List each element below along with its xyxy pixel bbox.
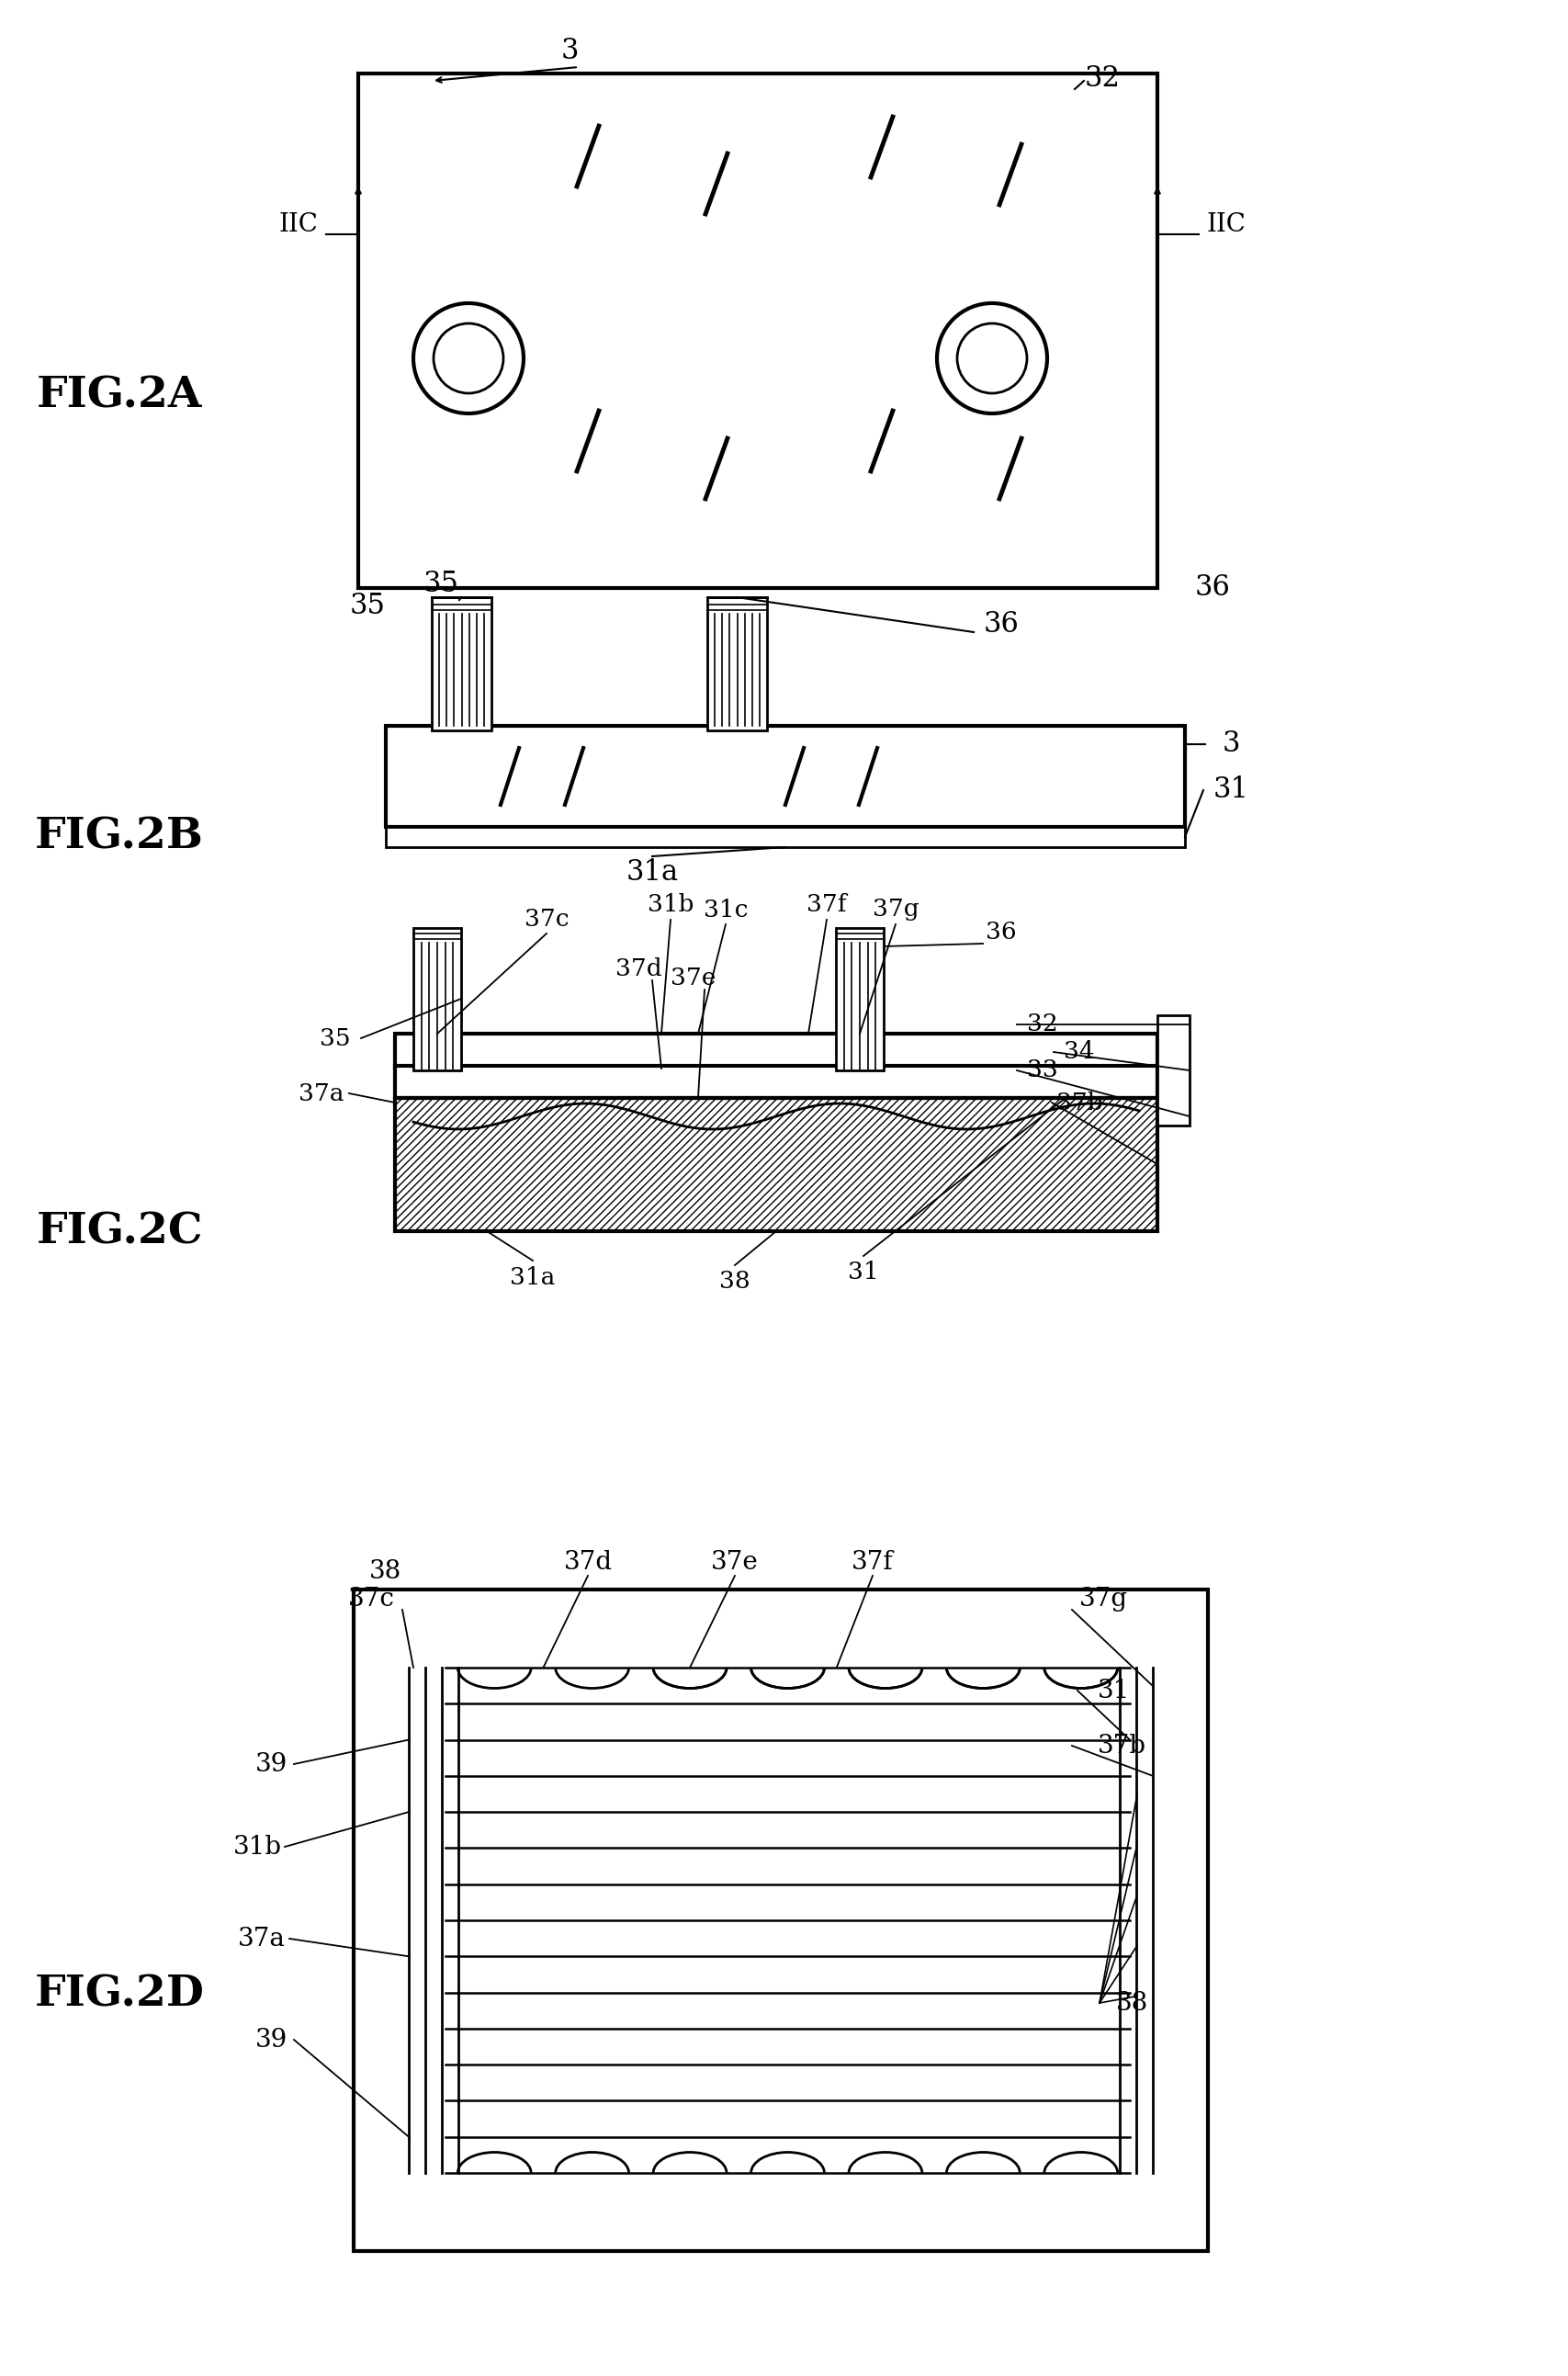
Bar [431,596,491,729]
Text: 37f: 37f [806,893,847,917]
Text: 38: 38 [1116,1991,1148,2015]
Text: FIG.2B: FIG.2B [34,815,204,858]
Text: FIG.2C: FIG.2C [36,1209,202,1252]
Text: IIC: IIC [279,214,318,238]
Text: 37d: 37d [563,1549,612,1575]
Text: 37c: 37c [348,1587,395,1611]
Text: 38: 38 [720,1271,751,1293]
Text: 35: 35 [423,570,459,599]
Bar [414,929,461,1072]
Text: 38: 38 [370,1559,401,1582]
Text: 31b: 31b [234,1834,282,1858]
Text: 31a: 31a [510,1266,555,1288]
Bar [354,1590,1207,2250]
Text: 32: 32 [1085,64,1120,93]
Text: 37e: 37e [671,967,717,991]
Text: 37g: 37g [872,898,919,922]
Text: 31b: 31b [648,893,693,917]
Text: 37b: 37b [1098,1734,1146,1758]
Text: 31: 31 [1098,1677,1131,1704]
Text: 39: 39 [254,1751,287,1777]
Text: 37a: 37a [238,1927,285,1951]
Text: 3: 3 [1221,729,1240,758]
Text: 37f: 37f [851,1549,894,1575]
Text: 31c: 31c [704,898,748,922]
Text: 33: 33 [1027,1060,1058,1081]
Text: 39: 39 [254,2027,287,2053]
Text: 36: 36 [986,922,1016,943]
Bar [358,74,1157,587]
Bar [1157,1015,1190,1126]
Text: 37d: 37d [615,958,662,981]
Text: 37e: 37e [712,1549,759,1575]
Text: 35: 35 [320,1026,351,1050]
Bar [386,725,1185,827]
Bar [836,929,884,1072]
Text: 37b: 37b [1057,1091,1102,1114]
Text: 35: 35 [350,592,386,620]
Bar [707,596,767,729]
Bar [395,1034,1157,1069]
Text: 37a: 37a [299,1081,345,1105]
Text: 31: 31 [848,1262,880,1283]
Text: 3: 3 [560,36,579,64]
Text: 37c: 37c [524,908,569,931]
Text: FIG.2A: FIG.2A [36,373,202,416]
Text: 34: 34 [1063,1041,1094,1064]
Text: IIC: IIC [1207,214,1247,238]
Text: 36: 36 [983,611,1019,639]
Bar [386,827,1185,848]
Text: 31a: 31a [626,858,679,886]
Text: 31: 31 [1214,777,1248,805]
Bar [395,1067,1157,1098]
Text: 37g: 37g [1079,1587,1127,1611]
Bar [395,1098,1157,1231]
Text: 36: 36 [1195,573,1231,601]
Text: FIG.2D: FIG.2D [34,1972,204,2015]
Text: 32: 32 [1027,1012,1058,1036]
